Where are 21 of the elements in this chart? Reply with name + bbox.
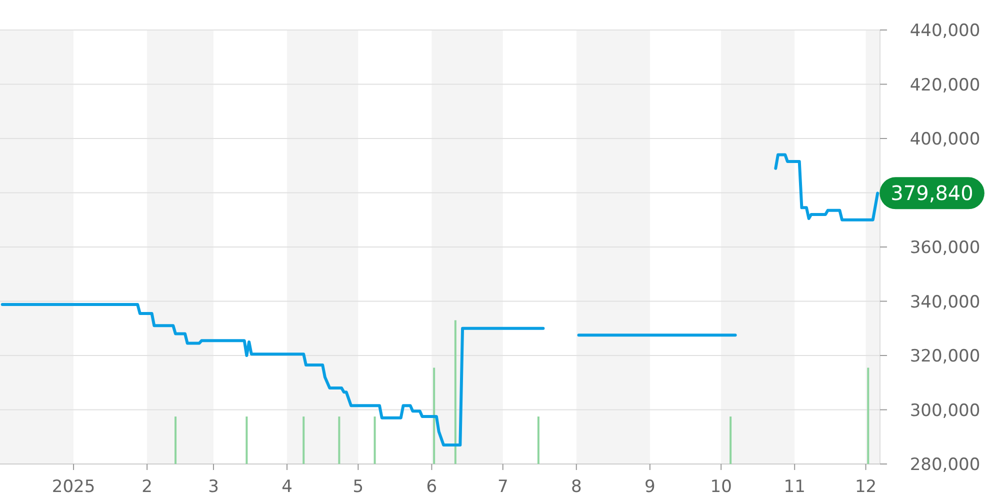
x-tick-label: 2025 bbox=[52, 477, 96, 497]
x-tick-label: 3 bbox=[208, 477, 219, 497]
y-tick-label: 340,000 bbox=[910, 292, 980, 312]
y-tick-label: 300,000 bbox=[910, 400, 980, 421]
x-tick-label: 5 bbox=[352, 477, 364, 497]
x-tick-label: 2 bbox=[142, 477, 152, 497]
x-tick-label: 11 bbox=[784, 477, 806, 497]
y-tick-label: 280,000 bbox=[910, 455, 980, 475]
x-tick-label: 9 bbox=[644, 477, 656, 497]
y-tick-label: 400,000 bbox=[910, 130, 980, 150]
y-tick-label: 440,000 bbox=[910, 21, 980, 41]
y-tick-label: 320,000 bbox=[910, 346, 980, 366]
x-tick-label: 6 bbox=[426, 477, 438, 497]
x-tick-label: 12 bbox=[854, 477, 877, 497]
x-tick-label: 4 bbox=[282, 477, 292, 497]
annotation: 379,840 bbox=[890, 181, 974, 206]
y-tick-label: 360,000 bbox=[910, 238, 980, 258]
x-tick-label: 10 bbox=[710, 477, 732, 497]
y-tick-label: 420,000 bbox=[910, 75, 980, 96]
x-tick-label: 8 bbox=[570, 477, 582, 497]
x-tick-label: 7 bbox=[497, 477, 508, 497]
